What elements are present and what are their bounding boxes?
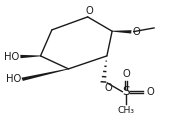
Polygon shape [22,69,69,81]
Text: O: O [122,69,130,79]
Text: S: S [122,85,130,98]
Text: HO: HO [6,74,21,84]
Text: CH₃: CH₃ [118,106,135,115]
Text: O: O [132,27,140,37]
Text: O: O [104,83,112,93]
Text: O: O [86,6,93,16]
Polygon shape [112,30,131,34]
Polygon shape [20,55,41,58]
Text: HO: HO [4,52,20,61]
Text: O: O [146,87,154,97]
